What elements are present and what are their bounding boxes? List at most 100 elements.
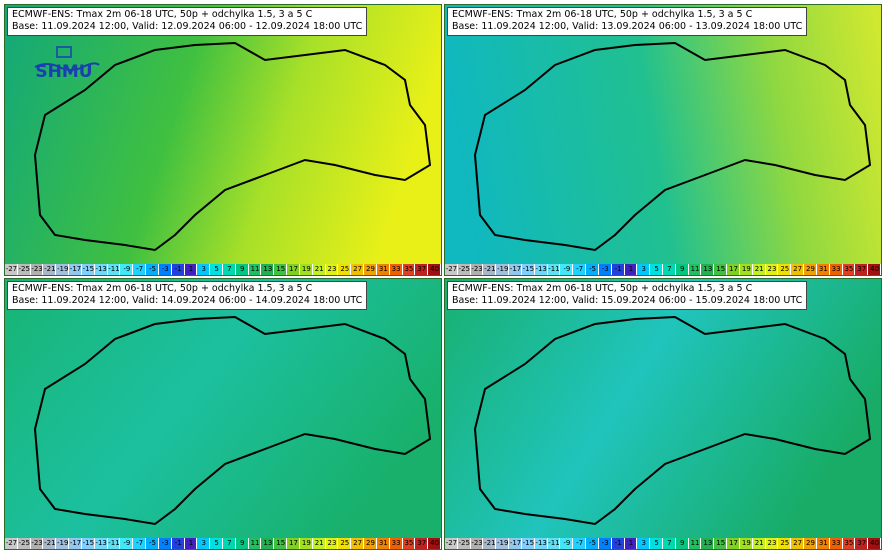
colorbar-label: -3: [601, 265, 609, 273]
shmu-logo: SHMU: [27, 45, 101, 87]
colorbar-label: 23: [767, 539, 777, 547]
colorbar-segment: [445, 264, 458, 275]
colorbar-segment: [714, 538, 728, 549]
colorbar-label: 9: [680, 265, 685, 273]
colorbar-segment: [81, 264, 95, 275]
colorbar-label: 33: [391, 265, 401, 273]
colorbar-segment: [338, 264, 352, 275]
colorbar-label: 23: [327, 265, 337, 273]
colorbar-segment: [287, 538, 300, 549]
colorbar-label: 15: [716, 539, 726, 547]
colorbar-label: 11: [690, 539, 700, 547]
colorbar-label: -27: [5, 539, 18, 547]
colorbar-segment: [171, 538, 185, 549]
country-border-2: [473, 41, 872, 252]
colorbar-label: 27: [793, 265, 803, 273]
temperature-field-1: [5, 5, 441, 275]
colorbar-segment: [56, 264, 70, 275]
colorbar-segment: [248, 264, 262, 275]
colorbar-segment: [752, 538, 766, 549]
colorbar-label: -17: [509, 539, 522, 547]
colorbar-segment: [184, 264, 198, 275]
colorbar-segment: [791, 264, 805, 275]
panel-validity-2: Base: 11.09.2024 12:00, Valid: 13.09.202…: [452, 21, 803, 32]
colorbar-label: -27: [5, 265, 18, 273]
colorbar-segment: [816, 264, 830, 275]
temperature-field-4: [445, 279, 881, 549]
colorbar-label: 13: [263, 539, 273, 547]
colorbar-segment: [43, 538, 57, 549]
colorbar-segment: [534, 264, 548, 275]
colorbar-label: 3: [201, 539, 206, 547]
colorbar-segment: [274, 538, 288, 549]
colorbar-segment: [428, 538, 441, 549]
colorbar-segment: [402, 538, 416, 549]
colorbar-label: 40: [870, 265, 880, 273]
colorbar-segment: [364, 264, 377, 275]
panel-validity-1: Base: 11.09.2024 12:00, Valid: 12.09.202…: [12, 21, 363, 32]
colorbar-label: -19: [56, 265, 69, 273]
colorbar-segment: [470, 264, 484, 275]
colorbar-segment: [428, 264, 441, 275]
colorbar-segment: [804, 538, 817, 549]
colorbar-label: 35: [404, 265, 414, 273]
colorbar-label: -17: [509, 265, 522, 273]
colorbar-label: -7: [136, 539, 144, 547]
colorbar-label: -3: [601, 539, 609, 547]
colorbar-label: -15: [522, 539, 535, 547]
colorbar-label: 5: [214, 265, 219, 273]
colorbar-segment: [223, 264, 236, 275]
colorbar-segment: [210, 538, 223, 549]
colorbar-segment: [611, 538, 625, 549]
colorbar-segment: [509, 538, 522, 549]
colorbar-label: 9: [680, 539, 685, 547]
colorbar-segment: [94, 264, 108, 275]
colorbar-label: 27: [793, 539, 803, 547]
colorbar-label: 13: [703, 539, 713, 547]
colorbar-segment: [389, 538, 403, 549]
colorbar-segment: [598, 264, 612, 275]
colorbar-label: -1: [174, 539, 182, 547]
colorbar-label: -27: [445, 539, 458, 547]
colorbar-segment: [261, 538, 275, 549]
colorbar-segment: [120, 264, 134, 275]
colorbar-segment: [197, 264, 211, 275]
colorbar-label: 35: [844, 539, 854, 547]
colorbar-label: 5: [654, 539, 659, 547]
colorbar-label: 19: [741, 265, 751, 273]
colorbar-segment: [30, 538, 44, 549]
colorbar-segment: [133, 264, 147, 275]
colorbar-segment: [778, 264, 792, 275]
colorbar-segment: [521, 538, 535, 549]
colorbar-segment: [611, 264, 625, 275]
colorbar-label: -25: [18, 265, 30, 273]
colorbar-label: -13: [535, 539, 547, 547]
colorbar-label: -21: [484, 539, 496, 547]
colorbar-segment: [496, 264, 510, 275]
colorbar-label: -11: [108, 539, 120, 547]
colorbar-label: -11: [548, 265, 560, 273]
colorbar-label: 25: [780, 539, 790, 547]
colorbar-label: -1: [174, 265, 182, 273]
colorbar-label: 19: [741, 539, 751, 547]
colorbar-label: -21: [484, 265, 496, 273]
colorbar-label: 19: [301, 539, 311, 547]
colorbar-label: -19: [56, 539, 69, 547]
colorbar-segment: [389, 264, 403, 275]
country-border-3: [33, 315, 432, 526]
colorbar-segment: [688, 264, 702, 275]
colorbar-label: 37: [417, 265, 427, 273]
colorbar-label: 25: [340, 265, 350, 273]
colorbar-label: 25: [780, 265, 790, 273]
colorbar-segment: [235, 264, 249, 275]
colorbar-label: -15: [82, 265, 95, 273]
colorbar-segment: [778, 538, 792, 549]
colorbar-label: -5: [588, 265, 596, 273]
colorbar-segment: [598, 538, 612, 549]
colorbar-label: 17: [289, 539, 298, 547]
colorbar-segment: [663, 538, 676, 549]
colorbar-segment: [547, 264, 561, 275]
colorbar-segment: [158, 264, 172, 275]
colorbar-segment: [765, 538, 779, 549]
colorbar-label: -25: [18, 539, 30, 547]
